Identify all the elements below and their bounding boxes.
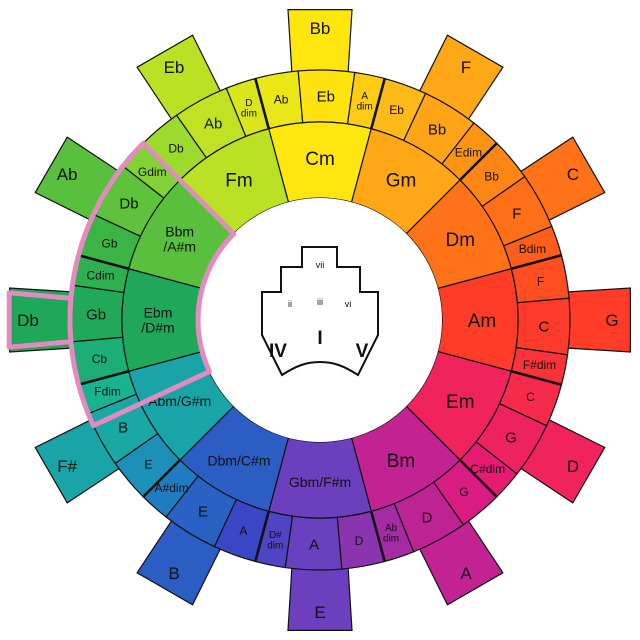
- group-divider: [78, 254, 130, 271]
- chord-cell-label: G: [505, 429, 517, 446]
- chord-cell-label: Ab dim: [383, 523, 399, 545]
- relative-key-highlight: [6, 140, 237, 429]
- major-key-label: F#: [57, 457, 77, 476]
- major-key-label: E: [314, 603, 325, 622]
- major-key-box: [563, 287, 631, 353]
- group-divider: [369, 78, 386, 130]
- chord-cell-label: C: [526, 390, 535, 404]
- chord-cell-label: Fdim: [94, 384, 121, 398]
- minor-key-label: Dbm/C#m: [207, 452, 270, 468]
- chord-cell-label: A#dim: [155, 481, 189, 495]
- chord-cell-label: Bdim: [519, 242, 546, 256]
- group-divider: [510, 254, 562, 271]
- group-divider: [254, 78, 271, 130]
- minor-key-label: Fm: [225, 171, 252, 192]
- degree-vi-label: vi: [345, 299, 352, 309]
- chord-cell-label: E: [198, 503, 208, 520]
- chord-cell-label: F#dim: [523, 358, 556, 372]
- minor-key-label: Em: [446, 392, 475, 413]
- group-divider: [459, 142, 498, 181]
- chord-cell-label: Gb: [102, 237, 118, 251]
- chord-cell-label: Gb: [86, 307, 106, 324]
- chord-cell-label: Ab: [274, 93, 289, 107]
- chord-cell-label: Db: [119, 195, 138, 212]
- chord-cell-label: D: [421, 509, 432, 526]
- chord-cell-label: A: [309, 536, 319, 553]
- major-key-label: A: [460, 564, 472, 583]
- chord-cell-label: A: [239, 524, 247, 538]
- group-divider: [459, 459, 498, 498]
- group-divider: [78, 369, 130, 386]
- chord-cell-label: Gdim: [138, 165, 167, 179]
- minor-key-label: Ebm/D#m: [141, 305, 174, 336]
- chord-cell-label: G: [459, 485, 468, 499]
- highlight-box-outline: [6, 290, 72, 350]
- degree-vii-label: vii: [316, 260, 325, 270]
- chord-cell-label: F: [512, 206, 521, 223]
- major-key-label: Bb: [310, 19, 331, 38]
- chord-cell-label: Bb: [484, 169, 499, 183]
- minor-key-label: Gm: [386, 171, 417, 192]
- degree-I-label: I: [317, 328, 322, 349]
- chord-cell-label: Ab: [204, 116, 222, 133]
- chord-cell-label: Eb: [389, 103, 404, 117]
- chord-degree-template: vii ii iii vi IV I V: [261, 246, 379, 377]
- degree-V-label: V: [356, 341, 369, 362]
- chord-cell-label: C#dim: [470, 462, 505, 476]
- chord-cell-label: Edim: [455, 146, 482, 160]
- highlight-outline: [67, 140, 237, 429]
- degree-iii-label: iii: [317, 297, 323, 307]
- chord-cell-label: D: [355, 534, 364, 548]
- chord-cell-label: Eb: [317, 88, 335, 105]
- major-key-label: B: [168, 564, 179, 583]
- chord-cell-label: Cdim: [86, 269, 114, 283]
- chord-cell-label: Bb: [428, 121, 446, 138]
- degree-ii-label: ii: [288, 299, 292, 309]
- group-divider: [510, 369, 562, 386]
- group-divider: [254, 510, 271, 562]
- major-key-label: C: [567, 165, 579, 184]
- group-divider: [142, 459, 181, 498]
- chord-cell-label: F: [537, 274, 544, 288]
- chord-cell-label: C: [538, 318, 549, 335]
- major-key-label: Ab: [57, 165, 78, 184]
- chord-cell-label: Cb: [92, 352, 108, 366]
- major-key-label: G: [605, 311, 618, 330]
- minor-key-label: Am: [468, 311, 497, 332]
- minor-key-label: Abm/G#m: [148, 393, 211, 409]
- minor-key-label: Cm: [305, 149, 335, 170]
- chord-cell-label: Db: [168, 142, 184, 156]
- chord-cell-label: B: [118, 419, 128, 436]
- minor-key-label: Bm: [387, 451, 416, 472]
- major-key-label: Eb: [164, 58, 185, 77]
- major-key-label: D: [567, 457, 579, 476]
- major-key-label: F: [461, 58, 471, 77]
- minor-key-label: Dm: [446, 230, 476, 251]
- minor-key-label: Bbm/A#m: [163, 224, 196, 255]
- group-divider: [369, 510, 386, 562]
- degree-IV-label: IV: [269, 341, 287, 362]
- chord-cell-label: D# dim: [267, 530, 283, 552]
- chord-cell-label: E: [144, 457, 152, 471]
- major-key-label: Db: [17, 311, 39, 330]
- minor-key-label: Gbm/F#m: [289, 474, 351, 490]
